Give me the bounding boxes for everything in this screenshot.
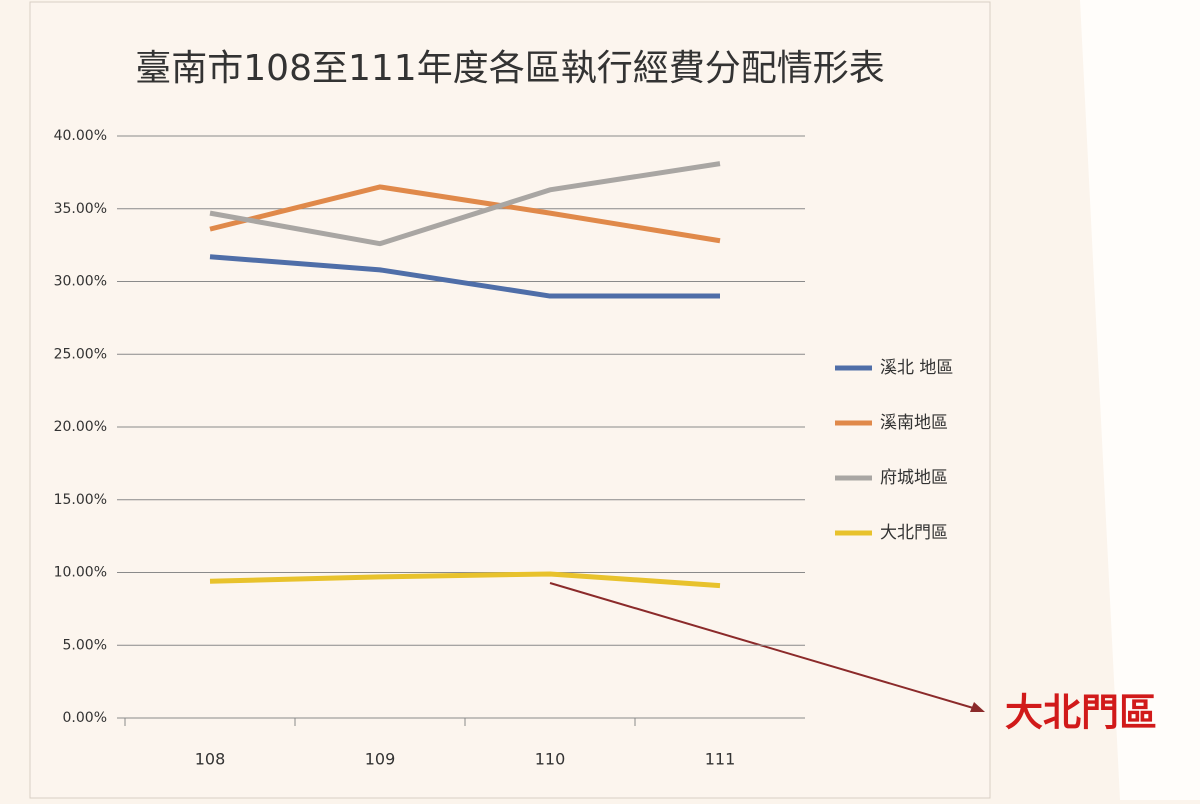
x-tick-label: 109 [365,750,396,769]
x-tick-label: 108 [195,750,226,769]
background-wedge [1080,0,1200,800]
y-tick-label: 35.00% [54,201,107,217]
series-line [209,161,721,247]
legend-label: 溪北 地區 [880,358,953,378]
legend-label: 大北門區 [880,523,948,543]
legend-label: 府城地區 [880,468,948,488]
y-tick-label: 25.00% [54,346,107,362]
series-line [209,571,721,589]
y-tick-label: 15.00% [54,492,107,508]
series-line [209,254,720,299]
arrow-head [970,702,985,712]
chart-frame [29,1,991,799]
y-tick-label: 20.00% [54,419,107,435]
legend-label: 溪南地區 [880,413,948,433]
x-tick-label: 111 [705,750,736,769]
chart-title: 臺南市108至111年度各區執行經費分配情形表 [135,48,884,89]
y-tick-label: 40.00% [54,128,107,144]
y-tick-label: 0.00% [63,710,107,726]
y-tick-label: 5.00% [63,637,107,653]
annotation-arrow [549,582,981,711]
y-tick-label: 10.00% [54,565,107,581]
annotation: 大北門區 [1005,691,1157,735]
y-tick-label: 30.00% [54,274,107,290]
x-tick-label: 110 [535,750,566,769]
series-line [209,184,721,244]
